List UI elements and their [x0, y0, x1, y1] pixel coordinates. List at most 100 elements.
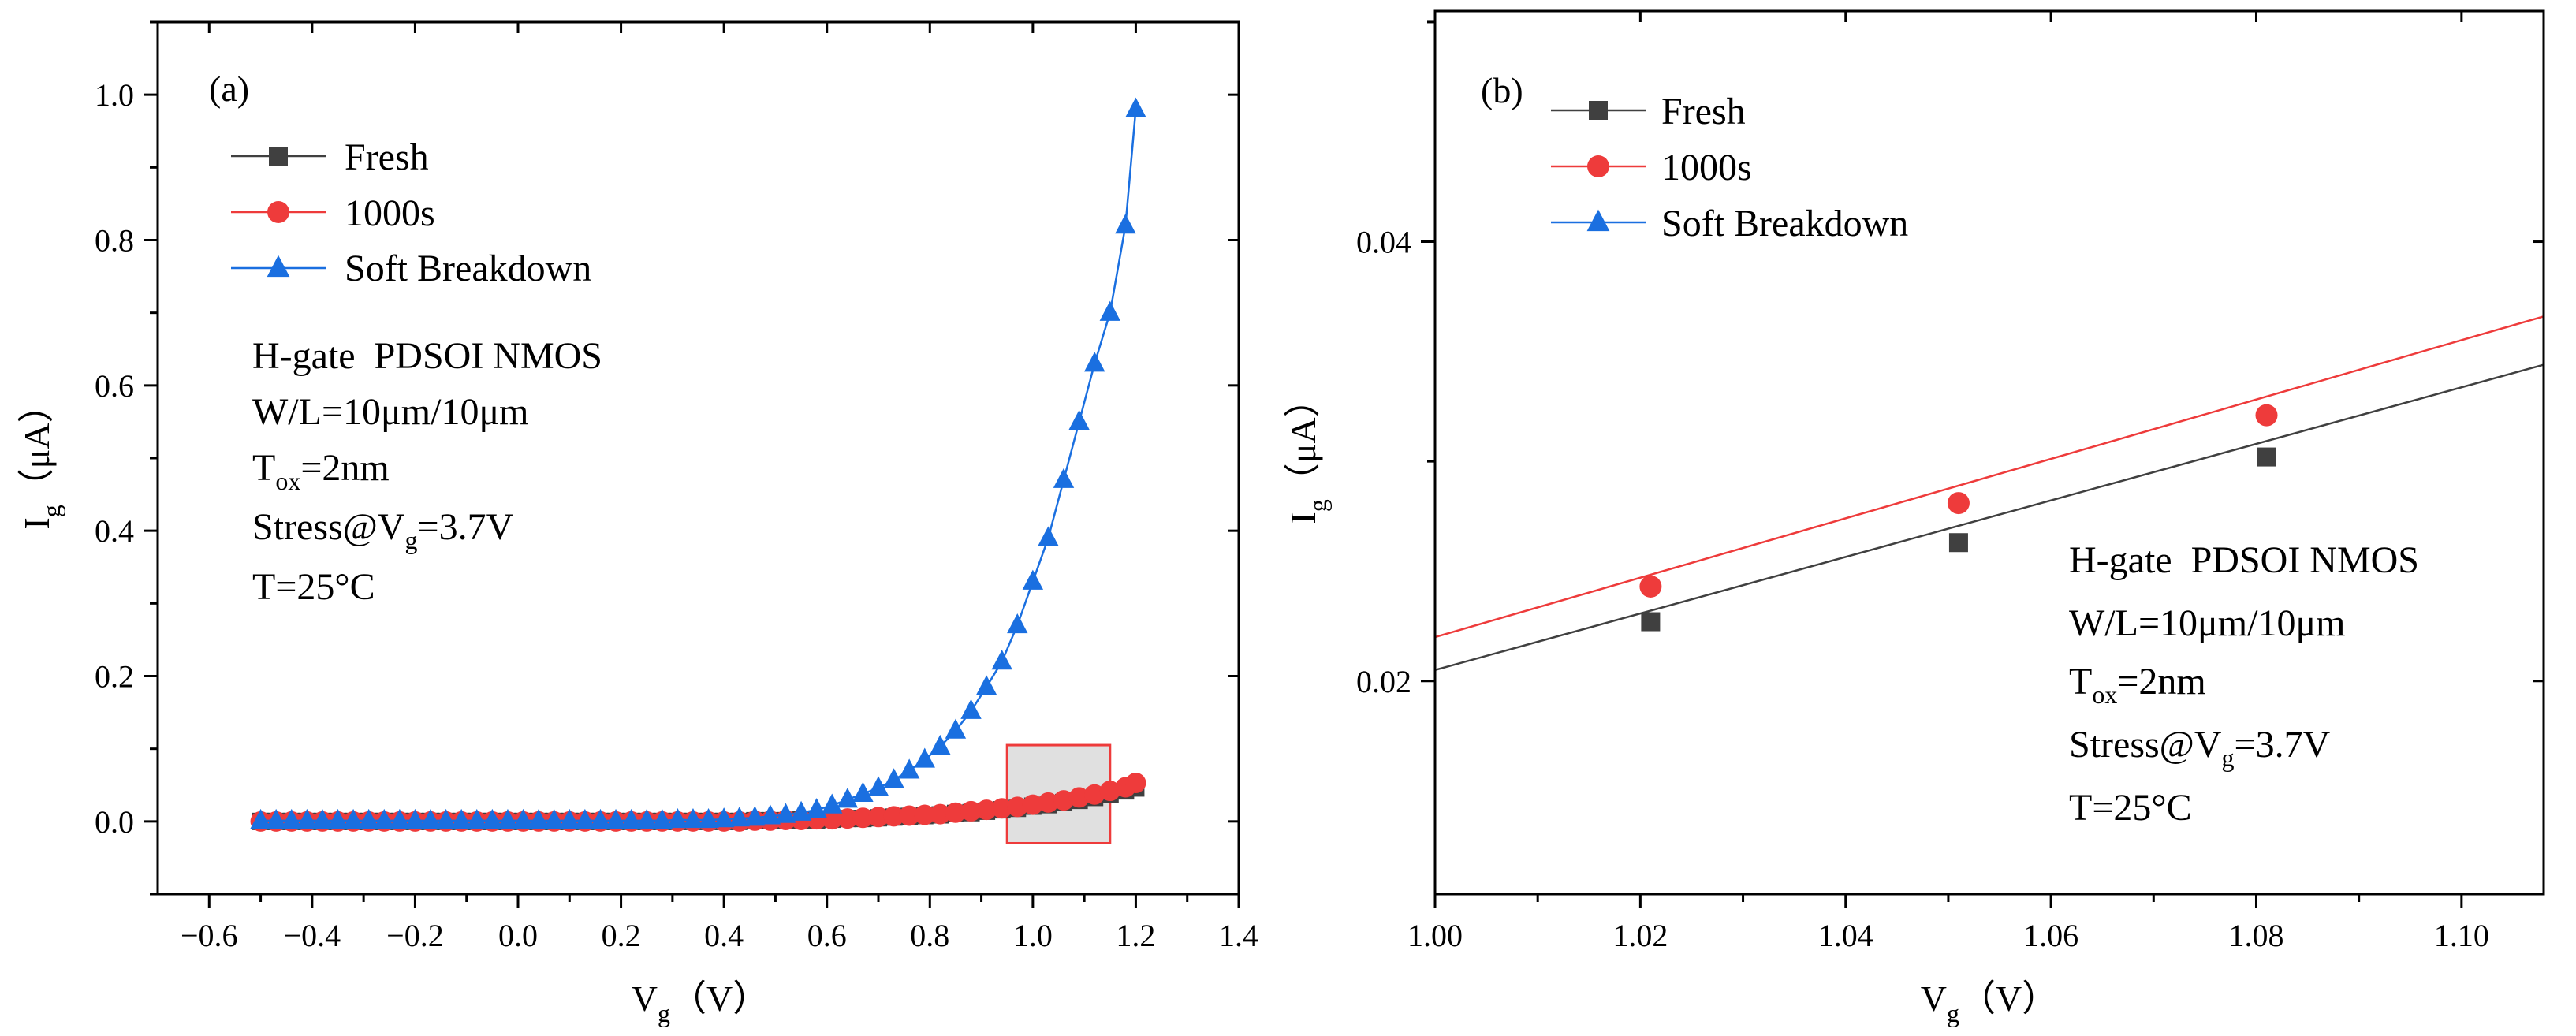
b-annot-temp: T=25°C — [2069, 787, 2192, 829]
x-tick-label: −0.6 — [181, 918, 238, 953]
data-point — [621, 808, 642, 829]
data-point — [1007, 796, 1028, 818]
data-point — [1948, 533, 1968, 553]
data-point — [513, 808, 534, 829]
series-line — [260, 109, 1137, 822]
data-point — [1053, 468, 1075, 488]
data-point — [1639, 575, 1662, 598]
data-point — [790, 800, 812, 821]
data-point — [497, 808, 519, 829]
data-point — [1125, 772, 1146, 793]
b-annot-wl: W/L=10μm/10μm — [2069, 602, 2346, 644]
data-point — [729, 807, 750, 827]
data-point — [898, 758, 920, 779]
b-xlabel-sub: g — [1947, 999, 1959, 1027]
data-point — [311, 808, 334, 829]
a-annot-stress-sub: g — [405, 526, 418, 554]
data-point — [419, 808, 442, 829]
b-legend-breakdown: Soft Breakdown — [1661, 203, 1908, 244]
legend-marker — [1587, 155, 1609, 177]
b-annot-stress-rest: =3.7V — [2235, 724, 2331, 766]
data-point — [559, 808, 580, 829]
data-point — [327, 808, 349, 829]
a-annot-tox-rest: =2nm — [300, 447, 389, 489]
data-point — [1947, 492, 1970, 515]
data-point — [482, 808, 503, 829]
data-point — [667, 807, 688, 829]
a-annot-stress: Stress@Vg=3.7V — [252, 506, 514, 554]
legend-marker — [1589, 101, 1608, 120]
data-point — [574, 808, 596, 829]
series-fresh — [1434, 363, 2544, 672]
series-soft-breakdown — [250, 97, 1146, 829]
data-point — [914, 804, 935, 825]
a-plot-frame — [156, 20, 1240, 896]
a-annot-tox-sub: ox — [275, 467, 300, 495]
b-x-tick-labels: 1.00 1.02 1.04 1.06 1.08 1.10 — [1407, 918, 2489, 953]
y-tick-label: 1.0 — [95, 77, 134, 113]
series-1000s — [1434, 315, 2544, 639]
a-legend-swatches — [231, 147, 326, 278]
a-xlabel-unit: （V） — [670, 978, 769, 1019]
y-tick-label: 0.2 — [95, 659, 134, 695]
b-y-tick-labels: 0.02 0.04 — [1356, 225, 1411, 699]
data-point — [759, 804, 781, 825]
x-tick-label: 0.6 — [807, 918, 847, 953]
b-legend-fresh: Fresh — [1661, 91, 1746, 132]
x-tick-label: −0.2 — [386, 918, 444, 953]
a-xlabel-main: V — [632, 978, 658, 1019]
a-annot-temp: T=25°C — [252, 566, 375, 608]
b-annot-stress-main: Stress@V — [2069, 724, 2222, 766]
b-axis-ticks — [1421, 11, 2544, 908]
data-point — [2257, 447, 2276, 467]
a-x-axis-title: Vg（V） — [632, 978, 769, 1027]
a-panel-label: (a) — [209, 69, 249, 109]
data-point — [265, 808, 287, 829]
y-tick-label: 0.0 — [95, 804, 134, 840]
data-point — [543, 808, 565, 829]
b-ylabel-main: I — [1283, 512, 1323, 524]
b-xlabel-main: V — [1921, 978, 1947, 1019]
a-x-tick-labels: −0.6 −0.4 −0.2 0.0 0.2 0.4 0.6 0.8 1.0 1.2 1.4 — [181, 918, 1258, 953]
data-point — [822, 809, 843, 830]
b-annot-tox-main: T — [2069, 661, 2092, 702]
series-line — [1434, 363, 2544, 672]
y-tick-label: 0.02 — [1356, 664, 1411, 699]
x-tick-label: 0.8 — [910, 918, 949, 953]
b-y-axis-title: Ig（μA） — [1283, 381, 1332, 524]
a-annot-stress-main: Stress@V — [252, 506, 405, 548]
data-point — [1022, 569, 1044, 590]
data-point — [1099, 781, 1120, 802]
data-point — [1641, 612, 1661, 632]
a-legend-breakdown: Soft Breakdown — [345, 248, 591, 289]
a-ylabel-sub: g — [37, 505, 65, 517]
data-point — [852, 807, 874, 829]
b-series-layer — [1434, 315, 2544, 672]
b-legend-1000s: 1000s — [1661, 147, 1752, 188]
x-tick-label: 1.04 — [1818, 918, 1873, 953]
b-annot-device: H-gate PDSOI NMOS — [2069, 539, 2419, 581]
a-series-layer — [250, 97, 1146, 832]
data-point — [975, 675, 997, 695]
panel-a: −0.6 −0.4 −0.2 0.0 0.2 0.4 0.6 0.8 1.0 1.2 1.4 0.0… — [17, 20, 1258, 1027]
data-point — [651, 808, 673, 829]
b-annot-stress: Stress@Vg=3.7V — [2069, 724, 2331, 772]
data-point — [1053, 790, 1075, 811]
b-annotation: H-gate PDSOI NMOS W/L=10μm/10μm Tox=2nm … — [2069, 539, 2419, 829]
x-tick-label: 1.08 — [2228, 918, 2283, 953]
a-legend-1000s: 1000s — [345, 192, 435, 234]
a-legend-fresh: Fresh — [345, 136, 429, 178]
data-point — [682, 807, 704, 829]
x-tick-label: 0.4 — [704, 918, 744, 953]
a-y-axis-title: Ig（μA） — [17, 386, 65, 529]
b-ylabel-sub: g — [1303, 499, 1332, 512]
data-point — [296, 808, 318, 829]
data-point — [837, 788, 859, 808]
x-tick-label: 1.00 — [1407, 918, 1463, 953]
data-point — [450, 808, 472, 829]
data-point — [605, 808, 627, 829]
data-point — [1125, 97, 1146, 117]
b-ylabel-unit: （μA） — [1283, 381, 1323, 499]
a-annot-wl: W/L=10μm/10μm — [252, 391, 529, 433]
panel-b: 1.00 1.02 1.04 1.06 1.08 1.10 0.02 0.04 (b) Fr… — [1283, 9, 2545, 1027]
